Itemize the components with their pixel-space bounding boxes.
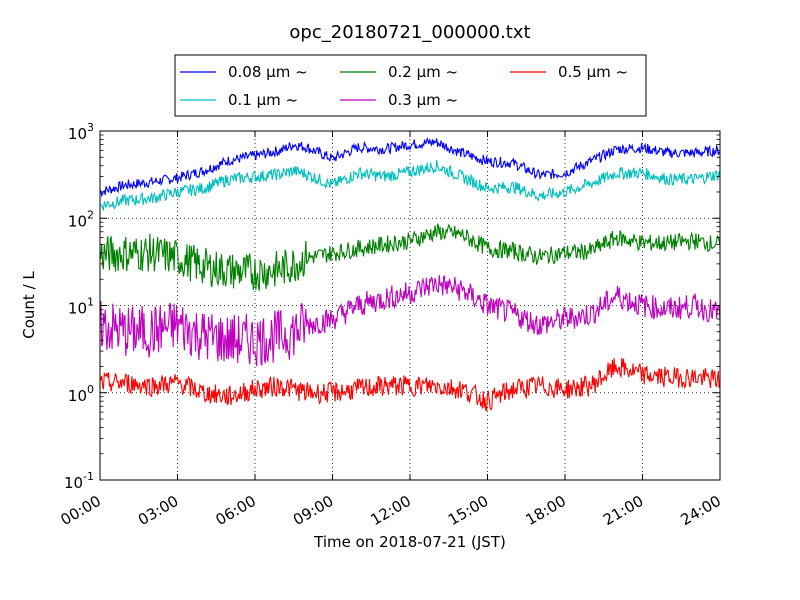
legend-label: 0.5 μm ~ — [558, 63, 628, 81]
series-line — [99, 223, 721, 291]
legend-label: 0.08 μm ~ — [228, 63, 308, 81]
series-line — [99, 160, 721, 211]
y-tick-label: 101 — [68, 296, 94, 318]
y-axis-title: Count / L — [20, 271, 38, 339]
x-axis-title: Time on 2018-07-21 (JST) — [313, 533, 506, 551]
series-line — [99, 357, 721, 412]
legend: 0.08 μm ~ 0.1 μm ~ 0.2 μm ~ 0.3 μm ~ 0.5 μm … — [174, 54, 647, 117]
y-tick-label: 10-1 — [64, 470, 94, 492]
legend-label: 0.2 μm ~ — [388, 63, 458, 81]
series-line — [99, 275, 721, 367]
y-tick-label: 103 — [68, 121, 94, 143]
y-tick-label: 100 — [68, 383, 94, 405]
legend-box — [174, 54, 647, 117]
legend-label: 0.1 μm ~ — [228, 91, 298, 109]
chart-title: opc_20180721_000000.txt — [289, 22, 530, 43]
series-line — [99, 136, 721, 198]
y-tick-label: 102 — [68, 208, 94, 230]
legend-label: 0.3 μm ~ — [388, 91, 458, 109]
series-layer — [99, 136, 721, 412]
grid — [100, 131, 720, 480]
